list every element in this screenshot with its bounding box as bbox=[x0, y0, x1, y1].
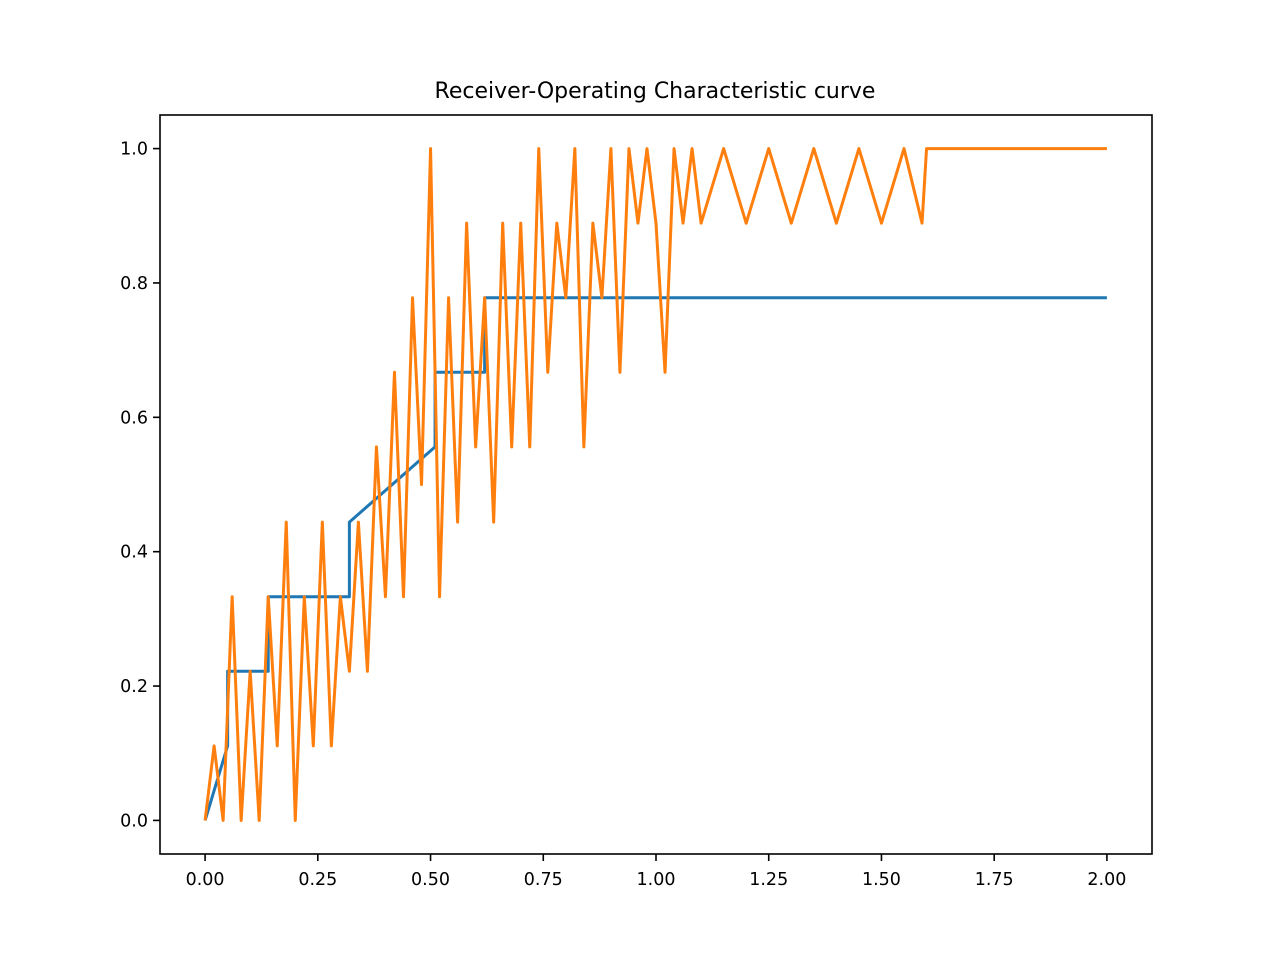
y-axis: 0.0 0.2 0.4 0.6 0.8 1.0 bbox=[120, 140, 160, 831]
series-layer bbox=[203, 147, 1107, 822]
chart-title: Receiver-Operating Characteristic curve bbox=[435, 79, 876, 104]
x-tick-label: 1.75 bbox=[975, 870, 1014, 890]
x-tick-label: 2.00 bbox=[1087, 870, 1126, 890]
y-tick-label: 0.4 bbox=[120, 543, 148, 563]
x-tick-label: 0.00 bbox=[186, 870, 225, 890]
y-tick-label: 1.0 bbox=[120, 140, 148, 160]
y-tick-label: 0.0 bbox=[120, 811, 148, 831]
x-tick-label: 1.50 bbox=[862, 870, 901, 890]
series-line-2 bbox=[203, 147, 1107, 822]
x-axis: 0.00 0.25 0.50 0.75 1.00 1.25 1.50 1.75 2.00 bbox=[186, 854, 1126, 890]
y-tick-label: 0.6 bbox=[120, 408, 148, 428]
x-tick-label: 1.25 bbox=[749, 870, 788, 890]
series-line-1 bbox=[203, 296, 1107, 821]
y-tick-label: 0.2 bbox=[120, 677, 148, 697]
y-tick-label: 0.8 bbox=[120, 274, 148, 294]
x-tick-label: 0.50 bbox=[411, 870, 450, 890]
x-tick-label: 1.00 bbox=[637, 870, 676, 890]
x-tick-label: 0.75 bbox=[524, 870, 563, 890]
x-tick-label: 0.25 bbox=[298, 870, 337, 890]
